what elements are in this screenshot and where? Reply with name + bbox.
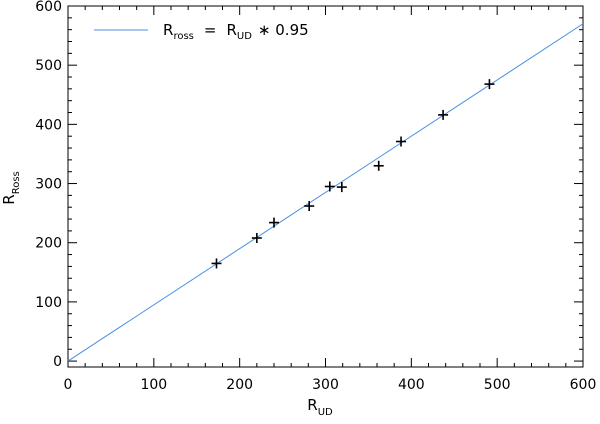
y-tick-label: 400 bbox=[35, 117, 62, 133]
y-tick-label: 200 bbox=[35, 236, 62, 252]
y-tick-label: 500 bbox=[35, 58, 62, 74]
y-axis-label-main: R bbox=[0, 194, 18, 204]
data-point bbox=[396, 136, 407, 147]
legend-lhs-main: R bbox=[163, 21, 173, 39]
data-point bbox=[251, 232, 262, 243]
x-tick-label: 400 bbox=[398, 377, 425, 393]
legend-rhs-tail: ∗ 0.95 bbox=[258, 21, 309, 39]
legend-rhs-main: R bbox=[226, 21, 236, 39]
legend-text: Rross = RUD ∗ 0.95 bbox=[163, 21, 309, 42]
data-point bbox=[269, 217, 279, 228]
legend-lhs-sub: ross bbox=[173, 31, 193, 42]
data-point bbox=[304, 201, 315, 212]
data-point bbox=[484, 79, 495, 90]
y-tick-label: 100 bbox=[35, 295, 62, 311]
legend-rhs-sub: UD bbox=[237, 31, 252, 42]
data-point bbox=[324, 181, 335, 192]
data-points bbox=[211, 79, 495, 269]
x-axis-label-main: R bbox=[307, 396, 317, 414]
x-tick-label: 200 bbox=[226, 377, 253, 393]
x-tick-label: 600 bbox=[570, 377, 597, 393]
x-axis-label-sub: UD bbox=[318, 407, 333, 418]
legend: Rross = RUD ∗ 0.95 bbox=[94, 21, 309, 42]
data-point bbox=[211, 258, 222, 269]
x-tick-label: 500 bbox=[484, 377, 511, 393]
data-point bbox=[336, 182, 347, 193]
y-axis-label-sub: Ross bbox=[11, 171, 22, 194]
data-point bbox=[438, 109, 449, 120]
data-point bbox=[373, 160, 384, 171]
tick-labels: 0 100 200 300 400 500 600 0 100 200 300 400 500 600 bbox=[35, 0, 596, 393]
y-tick-label: 300 bbox=[35, 177, 62, 193]
x-tick-label: 100 bbox=[140, 377, 167, 393]
axis-ticks bbox=[67, 5, 584, 367]
x-tick-label: 300 bbox=[312, 377, 339, 393]
fit-line bbox=[67, 23, 584, 362]
y-tick-label: 600 bbox=[35, 0, 62, 15]
x-tick-label: 0 bbox=[64, 377, 73, 393]
y-axis-label: RRoss bbox=[0, 171, 22, 204]
legend-equals: = bbox=[204, 21, 217, 39]
y-tick-label: 0 bbox=[53, 354, 62, 370]
x-axis-label: RUD bbox=[307, 396, 333, 418]
